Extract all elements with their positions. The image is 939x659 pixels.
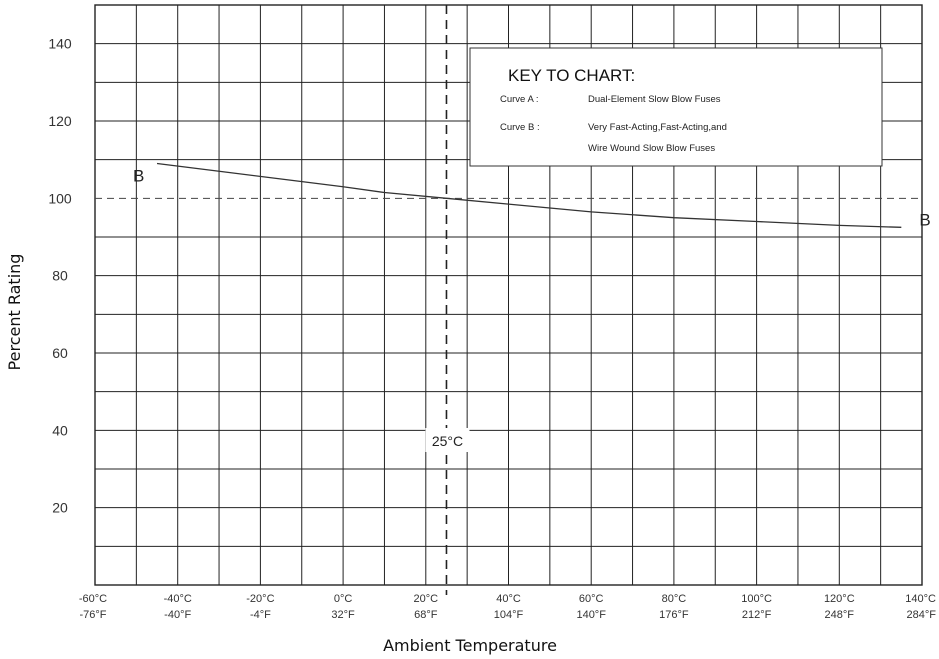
x-tick-label-celsius: 40°C [496, 593, 521, 605]
y-tick-label: 40 [52, 422, 68, 438]
key-title: KEY TO CHART: [508, 66, 635, 85]
x-axis-title: Ambient Temperature [383, 636, 557, 655]
reference-label-bg [425, 428, 470, 452]
curve-b-line [156, 162, 902, 228]
key-curve-a-text: Dual-Element Slow Blow Fuses [588, 94, 721, 105]
x-tick-label-fahrenheit: 212°F [742, 609, 772, 621]
x-tick-label-fahrenheit: -40°F [164, 609, 191, 621]
reference-label-25c: 25°C [432, 433, 463, 449]
x-tick-label-celsius: 140°C [905, 593, 936, 605]
key-box [469, 47, 883, 167]
x-tick-label-fahrenheit: -4°F [250, 609, 271, 621]
x-tick-label-celsius: -20°C [246, 593, 274, 605]
x-tick-label-fahrenheit: 176°F [659, 609, 689, 621]
x-tick-label-celsius: -40°C [164, 593, 192, 605]
key-curve-b-text-2: Wire Wound Slow Blow Fuses [588, 143, 715, 154]
key-curve-b-name: Curve B : [500, 122, 540, 133]
x-tick-label-fahrenheit: 284°F [907, 609, 937, 621]
x-tick-label-celsius: 120°C [824, 593, 855, 605]
chart-key: KEY TO CHART: Curve A : Dual-Element Slo… [469, 47, 883, 167]
x-tick-label-celsius: 60°C [579, 593, 604, 605]
x-tick-label-fahrenheit: 32°F [331, 609, 355, 621]
y-tick-label: 140 [48, 36, 72, 52]
x-tick-label-celsius: 80°C [662, 593, 687, 605]
y-tick-label: 120 [48, 113, 72, 129]
x-tick-label-celsius: -60°C [79, 593, 107, 605]
y-tick-labels: 20 40 60 80 100 120 140 [48, 36, 72, 516]
x-tick-label-fahrenheit: -76°F [79, 609, 106, 621]
curves: BB [133, 162, 931, 229]
x-tick-label-fahrenheit: 104°F [494, 609, 524, 621]
x-tick-label-fahrenheit: 248°F [825, 609, 855, 621]
reference-lines: 25°C [95, 5, 922, 595]
y-tick-label: 20 [52, 500, 68, 516]
x-tick-label-celsius: 20°C [414, 593, 439, 605]
x-tick-label-celsius: 0°C [334, 593, 353, 605]
x-tick-label-celsius: 100°C [741, 593, 772, 605]
y-tick-label: 60 [52, 345, 68, 361]
x-tick-label-fahrenheit: 140°F [576, 609, 606, 621]
y-tick-label: 100 [48, 190, 72, 206]
x-tick-label-fahrenheit: 68°F [414, 609, 438, 621]
key-curve-b-text: Very Fast-Acting,Fast-Acting,and [588, 122, 727, 133]
x-tick-labels: -60°C -76°F -40°C -40°F -20°C -4°F 0°C 32°F 20°C… [79, 593, 936, 621]
y-axis-title: Percent Rating [5, 254, 24, 371]
key-curve-a-name: Curve A : [500, 94, 539, 105]
curve-b-label-right: B [919, 210, 930, 229]
y-tick-label: 80 [52, 268, 68, 284]
curve-b-label-left: B [133, 167, 144, 186]
